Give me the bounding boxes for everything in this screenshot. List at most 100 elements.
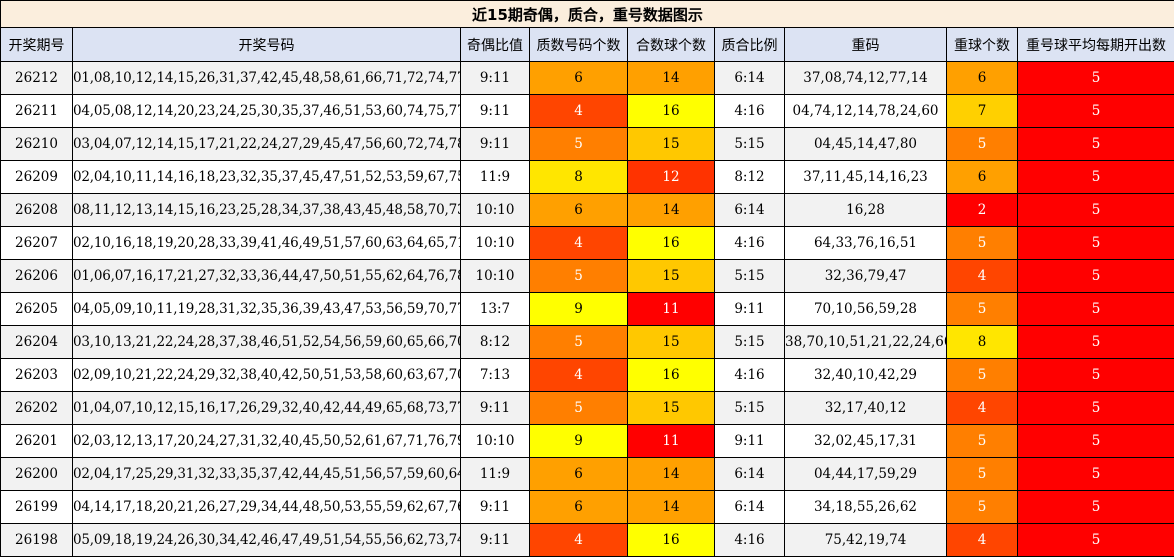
header-repeat-numbers: 重码 — [784, 27, 947, 62]
cell-repeat-count: 6 — [946, 160, 1018, 194]
cell-repeat-count: 5 — [946, 490, 1018, 524]
cell-composite-count: 15 — [627, 325, 715, 359]
table-row: 26208 08,11,12,13,14,15,16,23,25,28,34,37… — [0, 193, 1174, 227]
cell-odd-even: 11:9 — [460, 160, 530, 194]
header-odd-even: 奇偶比值 — [460, 27, 530, 62]
title-row: 近15期奇偶，质合，重号数据图示 — [0, 0, 1174, 28]
cell-prime-composite-ratio: 5:15 — [714, 325, 785, 359]
table-row: 26209 02,04,10,11,14,16,18,23,32,35,37,45… — [0, 160, 1174, 194]
cell-prime-count: 9 — [529, 424, 628, 458]
cell-prime-count: 4 — [529, 358, 628, 392]
cell-prime-composite-ratio: 4:16 — [714, 94, 785, 128]
header-repeat-average: 重号球平均每期开出数 — [1017, 27, 1174, 62]
cell-draw-numbers: 01,04,07,10,12,15,16,17,26,29,32,40,42,4… — [72, 391, 461, 425]
cell-composite-count: 15 — [627, 127, 715, 161]
cell-draw-numbers: 02,10,16,18,19,20,28,33,39,41,46,49,51,5… — [72, 226, 461, 260]
cell-composite-count: 16 — [627, 94, 715, 128]
cell-draw-numbers: 02,09,10,21,22,24,29,32,38,40,42,50,51,5… — [72, 358, 461, 392]
cell-prime-composite-ratio: 4:16 — [714, 226, 785, 260]
cell-period: 26200 — [0, 457, 73, 491]
cell-repeat-count: 5 — [946, 358, 1018, 392]
cell-prime-composite-ratio: 6:14 — [714, 193, 785, 227]
cell-odd-even: 9:11 — [460, 490, 530, 524]
cell-repeat-numbers: 37,08,74,12,77,14 — [784, 61, 947, 95]
cell-repeat-count: 8 — [946, 325, 1018, 359]
cell-period: 26201 — [0, 424, 73, 458]
cell-repeat-count: 4 — [946, 391, 1018, 425]
cell-draw-numbers: 04,05,08,12,14,20,23,24,25,30,35,37,46,5… — [72, 94, 461, 128]
cell-prime-count: 5 — [529, 391, 628, 425]
cell-draw-numbers: 02,04,17,25,29,31,32,33,35,37,42,44,45,5… — [72, 457, 461, 491]
cell-repeat-count: 5 — [946, 127, 1018, 161]
header-repeat-count: 重球个数 — [946, 27, 1018, 62]
cell-repeat-numbers: 04,45,14,47,80 — [784, 127, 947, 161]
cell-composite-count: 12 — [627, 160, 715, 194]
cell-repeat-average: 5 — [1017, 94, 1174, 128]
cell-prime-count: 6 — [529, 457, 628, 491]
cell-draw-numbers: 01,06,07,16,17,21,27,32,33,36,44,47,50,5… — [72, 259, 461, 293]
header-period: 开奖期号 — [0, 27, 73, 62]
cell-prime-composite-ratio: 6:14 — [714, 61, 785, 95]
cell-repeat-count: 5 — [946, 424, 1018, 458]
table-row: 26211 04,05,08,12,14,20,23,24,25,30,35,37… — [0, 94, 1174, 128]
cell-prime-count: 4 — [529, 226, 628, 260]
cell-repeat-numbers: 34,18,55,26,62 — [784, 490, 947, 524]
cell-odd-even: 9:11 — [460, 127, 530, 161]
cell-repeat-average: 5 — [1017, 424, 1174, 458]
cell-repeat-count: 4 — [946, 523, 1018, 557]
cell-prime-count: 5 — [529, 259, 628, 293]
cell-period: 26199 — [0, 490, 73, 524]
header-composite-count: 合数球个数 — [627, 27, 715, 62]
cell-composite-count: 16 — [627, 226, 715, 260]
cell-odd-even: 9:11 — [460, 391, 530, 425]
table-title: 近15期奇偶，质合，重号数据图示 — [0, 0, 1174, 28]
table-row: 26206 01,06,07,16,17,21,27,32,33,36,44,47… — [0, 259, 1174, 293]
cell-composite-count: 15 — [627, 391, 715, 425]
cell-prime-composite-ratio: 5:15 — [714, 391, 785, 425]
cell-odd-even: 11:9 — [460, 457, 530, 491]
cell-period: 26204 — [0, 325, 73, 359]
cell-draw-numbers: 03,10,13,21,22,24,28,37,38,46,51,52,54,5… — [72, 325, 461, 359]
table-row: 26212 01,08,10,12,14,15,26,31,37,42,45,48… — [0, 61, 1174, 95]
cell-repeat-numbers: 16,28 — [784, 193, 947, 227]
cell-repeat-average: 5 — [1017, 358, 1174, 392]
cell-repeat-average: 5 — [1017, 127, 1174, 161]
cell-odd-even: 10:10 — [460, 193, 530, 227]
cell-repeat-average: 5 — [1017, 61, 1174, 95]
cell-prime-composite-ratio: 4:16 — [714, 358, 785, 392]
table-row: 26198 05,09,18,19,24,26,30,34,42,46,47,49… — [0, 523, 1174, 557]
cell-repeat-average: 5 — [1017, 457, 1174, 491]
cell-period: 26203 — [0, 358, 73, 392]
cell-composite-count: 16 — [627, 358, 715, 392]
table-row: 26202 01,04,07,10,12,15,16,17,26,29,32,40… — [0, 391, 1174, 425]
table-row: 26207 02,10,16,18,19,20,28,33,39,41,46,49… — [0, 226, 1174, 260]
cell-repeat-count: 2 — [946, 193, 1018, 227]
cell-odd-even: 10:10 — [460, 424, 530, 458]
cell-prime-composite-ratio: 6:14 — [714, 457, 785, 491]
cell-repeat-count: 5 — [946, 292, 1018, 326]
cell-period: 26208 — [0, 193, 73, 227]
cell-repeat-average: 5 — [1017, 292, 1174, 326]
cell-odd-even: 8:12 — [460, 325, 530, 359]
cell-prime-count: 6 — [529, 490, 628, 524]
cell-repeat-count: 5 — [946, 457, 1018, 491]
cell-repeat-count: 6 — [946, 61, 1018, 95]
table-row: 26203 02,09,10,21,22,24,29,32,38,40,42,50… — [0, 358, 1174, 392]
cell-period: 26209 — [0, 160, 73, 194]
table-row: 26200 02,04,17,25,29,31,32,33,35,37,42,44… — [0, 457, 1174, 491]
cell-repeat-average: 5 — [1017, 193, 1174, 227]
table-row: 26199 04,14,17,18,20,21,26,27,29,34,44,48… — [0, 490, 1174, 524]
cell-period: 26207 — [0, 226, 73, 260]
cell-repeat-numbers: 38,70,10,51,21,22,24,60 — [784, 325, 947, 359]
cell-repeat-count: 4 — [946, 259, 1018, 293]
cell-prime-count: 6 — [529, 193, 628, 227]
cell-period: 26211 — [0, 94, 73, 128]
cell-repeat-average: 5 — [1017, 259, 1174, 293]
cell-prime-count: 5 — [529, 325, 628, 359]
cell-prime-composite-ratio: 9:11 — [714, 292, 785, 326]
cell-odd-even: 10:10 — [460, 226, 530, 260]
cell-repeat-numbers: 04,44,17,59,29 — [784, 457, 947, 491]
cell-prime-count: 4 — [529, 94, 628, 128]
cell-repeat-numbers: 32,40,10,42,29 — [784, 358, 947, 392]
